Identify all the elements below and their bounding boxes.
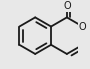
Text: O: O: [79, 22, 86, 32]
Text: O: O: [63, 1, 71, 11]
